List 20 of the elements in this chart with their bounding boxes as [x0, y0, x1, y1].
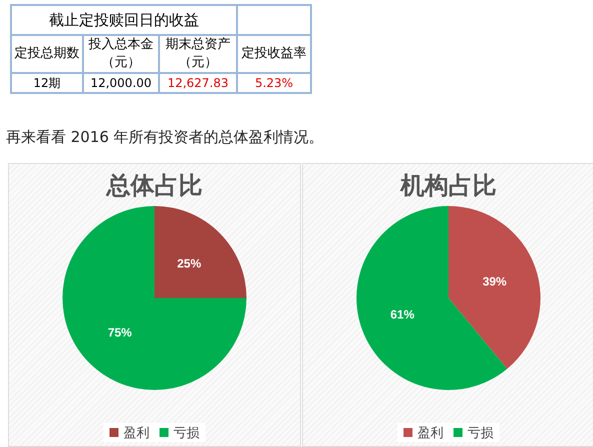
legend-label: 亏损	[468, 425, 494, 440]
text: 12期	[11, 73, 83, 93]
legend-label: 亏损	[174, 425, 200, 440]
text: 截止定投赎回日的收益	[11, 5, 237, 35]
chart-title: 总体占比	[106, 170, 202, 200]
text: 12,000.00	[83, 73, 159, 93]
data-label: 75%	[108, 326, 132, 340]
chart-title: 机构占比	[400, 170, 496, 200]
text: 12,627.83	[159, 73, 237, 93]
text: 投入总本金（元）	[83, 35, 159, 73]
text: 再来看看 2016 年所有投资者的总体盈利情况。	[6, 128, 324, 147]
legend-label: 盈利	[418, 425, 444, 440]
data-label: 25%	[177, 256, 202, 270]
data-label: 61%	[390, 308, 415, 322]
text: 期末总资产（元）	[159, 35, 237, 73]
text: 5.23%	[237, 73, 311, 93]
text: 定投总期数	[11, 35, 83, 73]
legend-label: 盈利	[124, 425, 150, 440]
text: 定投收益率	[237, 35, 311, 73]
data-label: 39%	[482, 274, 507, 288]
